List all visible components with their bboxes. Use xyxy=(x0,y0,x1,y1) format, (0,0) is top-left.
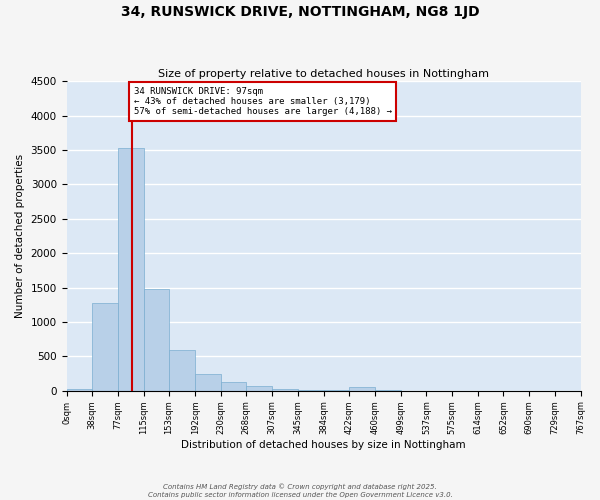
Bar xyxy=(246,386,272,390)
Bar xyxy=(169,350,195,391)
Y-axis label: Number of detached properties: Number of detached properties xyxy=(15,154,25,318)
Bar xyxy=(92,304,118,390)
Bar xyxy=(349,388,375,390)
Text: 34 RUNSWICK DRIVE: 97sqm
← 43% of detached houses are smaller (3,179)
57% of sem: 34 RUNSWICK DRIVE: 97sqm ← 43% of detach… xyxy=(134,86,392,117)
X-axis label: Distribution of detached houses by size in Nottingham: Distribution of detached houses by size … xyxy=(181,440,466,450)
Text: Contains HM Land Registry data © Crown copyright and database right 2025.
Contai: Contains HM Land Registry data © Crown c… xyxy=(148,483,452,498)
Bar xyxy=(221,382,246,390)
Text: 34, RUNSWICK DRIVE, NOTTINGHAM, NG8 1JD: 34, RUNSWICK DRIVE, NOTTINGHAM, NG8 1JD xyxy=(121,5,479,19)
Bar xyxy=(195,374,221,390)
Bar xyxy=(67,388,92,390)
Bar xyxy=(143,289,169,390)
Bar xyxy=(272,388,298,390)
Bar xyxy=(118,148,143,390)
Title: Size of property relative to detached houses in Nottingham: Size of property relative to detached ho… xyxy=(158,69,489,79)
